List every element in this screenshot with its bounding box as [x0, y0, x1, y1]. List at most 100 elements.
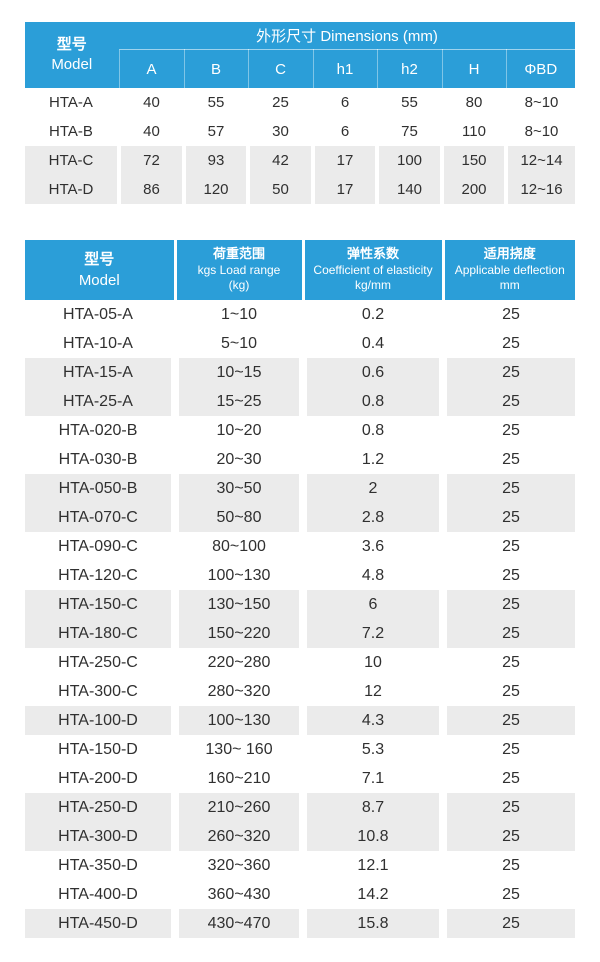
- deflection-cell: 25: [439, 793, 575, 822]
- table-row: HTA-150-D 130~ 160 5.3 25: [25, 735, 575, 764]
- deflection-cell: 25: [439, 387, 575, 416]
- value-cell: 57: [182, 117, 248, 146]
- deflection-cell: 25: [439, 474, 575, 503]
- page: 型号 Model 外形尺寸 Dimensions (mm) A B C h1 h…: [25, 22, 576, 938]
- dimensions-table-body: HTA-A 40 55 25 6 55 80 8~10 HTA-B 40 57 30 6 75 110 8~1…: [25, 88, 576, 204]
- deflection-cell: 25: [439, 590, 575, 619]
- coefficient-cell: 7.1: [299, 764, 443, 793]
- model-cell: HTA-300-D: [25, 822, 175, 851]
- load-range-cell: 1~10: [171, 300, 303, 329]
- coefficient-cell: 7.2: [299, 619, 443, 648]
- value-cell: 100: [375, 146, 442, 175]
- table-row: HTA-450-D 430~470 15.8 25: [25, 909, 575, 938]
- model-cell: HTA-400-D: [25, 880, 175, 909]
- load-range-cell: 130~150: [171, 590, 303, 619]
- value-cell: 120: [182, 175, 248, 204]
- load-range-cell: 320~360: [171, 851, 303, 880]
- table-row: HTA-020-B 10~20 0.8 25: [25, 416, 575, 445]
- coefficient-cell: 12: [299, 677, 443, 706]
- deflection-cell: 25: [439, 735, 575, 764]
- value-cell: 30: [246, 117, 313, 146]
- column-header-h: H: [441, 49, 506, 88]
- spec-model-column-header: 型号 Model: [25, 240, 175, 300]
- table-row: HTA-300-C 280~320 12 25: [25, 677, 575, 706]
- value-cell: 40: [117, 88, 184, 117]
- table-row: HTA-D 86 120 50 17 140 200 12~16: [25, 175, 576, 204]
- load-range-cell: 100~130: [171, 706, 303, 735]
- table-row: HTA-150-C 130~150 6 25: [25, 590, 575, 619]
- coefficient-cell: 2.8: [299, 503, 443, 532]
- deflection-cell: 25: [439, 648, 575, 677]
- column-header-phibd: ΦBD: [505, 49, 576, 88]
- coefficient-cell: 4.3: [299, 706, 443, 735]
- coefficient-header-unit: kg/mm: [355, 278, 391, 293]
- model-cell: HTA-D: [25, 175, 119, 204]
- deflection-cell: 25: [439, 880, 575, 909]
- deflection-cell: 25: [439, 822, 575, 851]
- coefficient-cell: 6: [299, 590, 443, 619]
- column-header-a: A: [118, 49, 184, 88]
- model-cell: HTA-070-C: [25, 503, 175, 532]
- load-range-cell: 10~15: [171, 358, 303, 387]
- deflection-column-header: 适用挠度 Applicable deflection mm: [441, 240, 575, 300]
- deflection-cell: 25: [439, 532, 575, 561]
- load-range-header-en: kgs Load range: [197, 262, 281, 277]
- value-cell: 8~10: [503, 117, 576, 146]
- value-cell: 42: [246, 146, 313, 175]
- model-cell: HTA-C: [25, 146, 119, 175]
- coefficient-cell: 14.2: [299, 880, 443, 909]
- dimensions-table: 型号 Model 外形尺寸 Dimensions (mm) A B C h1 h…: [25, 22, 576, 204]
- coefficient-cell: 8.7: [299, 793, 443, 822]
- load-range-cell: 20~30: [171, 445, 303, 474]
- table-row: HTA-15-A 10~15 0.6 25: [25, 358, 575, 387]
- value-cell: 6: [311, 117, 377, 146]
- table-row: HTA-350-D 320~360 12.1 25: [25, 851, 575, 880]
- table-row: HTA-B 40 57 30 6 75 110 8~10: [25, 117, 576, 146]
- value-cell: 80: [440, 88, 506, 117]
- model-cell: HTA-05-A: [25, 300, 175, 329]
- model-header-en: Model: [51, 56, 93, 73]
- load-range-cell: 210~260: [171, 793, 303, 822]
- model-cell: HTA-120-C: [25, 561, 175, 590]
- column-header-h1: h1: [312, 49, 377, 88]
- load-range-header-zh: 荷重范围: [212, 245, 265, 261]
- table-row: HTA-250-C 220~280 10 25: [25, 648, 575, 677]
- coefficient-cell: 0.4: [299, 329, 443, 358]
- column-header-b: B: [183, 49, 248, 88]
- model-cell: HTA-090-C: [25, 532, 175, 561]
- spec-model-header-zh: 型号: [84, 251, 115, 268]
- table-row: HTA-05-A 1~10 0.2 25: [25, 300, 575, 329]
- deflection-cell: 25: [439, 329, 575, 358]
- value-cell: 140: [375, 175, 442, 204]
- deflection-header-zh: 适用挠度: [483, 245, 536, 261]
- table-row: HTA-050-B 30~50 2 25: [25, 474, 575, 503]
- value-cell: 86: [117, 175, 184, 204]
- model-cell: HTA-150-D: [25, 735, 175, 764]
- deflection-cell: 25: [439, 416, 575, 445]
- load-range-cell: 100~130: [171, 561, 303, 590]
- load-range-cell: 80~100: [171, 532, 303, 561]
- model-cell: HTA-15-A: [25, 358, 175, 387]
- deflection-cell: 25: [439, 445, 575, 474]
- deflection-cell: 25: [439, 503, 575, 532]
- load-range-cell: 160~210: [171, 764, 303, 793]
- load-range-cell: 280~320: [171, 677, 303, 706]
- value-cell: 17: [311, 175, 377, 204]
- table-row: HTA-030-B 20~30 1.2 25: [25, 445, 575, 474]
- coefficient-cell: 12.1: [299, 851, 443, 880]
- model-cell: HTA-250-D: [25, 793, 175, 822]
- value-cell: 12~14: [503, 146, 576, 175]
- deflection-cell: 25: [439, 706, 575, 735]
- spec-table: 型号 Model 荷重范围 kgs Load range (kg) 弹性系数 C…: [25, 240, 575, 938]
- load-range-cell: 220~280: [171, 648, 303, 677]
- spec-table-header: 型号 Model 荷重范围 kgs Load range (kg) 弹性系数 C…: [25, 240, 575, 300]
- load-range-cell: 430~470: [171, 909, 303, 938]
- value-cell: 150: [440, 146, 506, 175]
- table-row: HTA-090-C 80~100 3.6 25: [25, 532, 575, 561]
- value-cell: 12~16: [503, 175, 576, 204]
- spec-table-body: HTA-05-A 1~10 0.2 25 HTA-10-A 5~10 0.4 25 HTA-15…: [25, 300, 575, 938]
- table-row: HTA-25-A 15~25 0.8 25: [25, 387, 575, 416]
- table-row: HTA-180-C 150~220 7.2 25: [25, 619, 575, 648]
- deflection-cell: 25: [439, 677, 575, 706]
- model-cell: HTA-25-A: [25, 387, 175, 416]
